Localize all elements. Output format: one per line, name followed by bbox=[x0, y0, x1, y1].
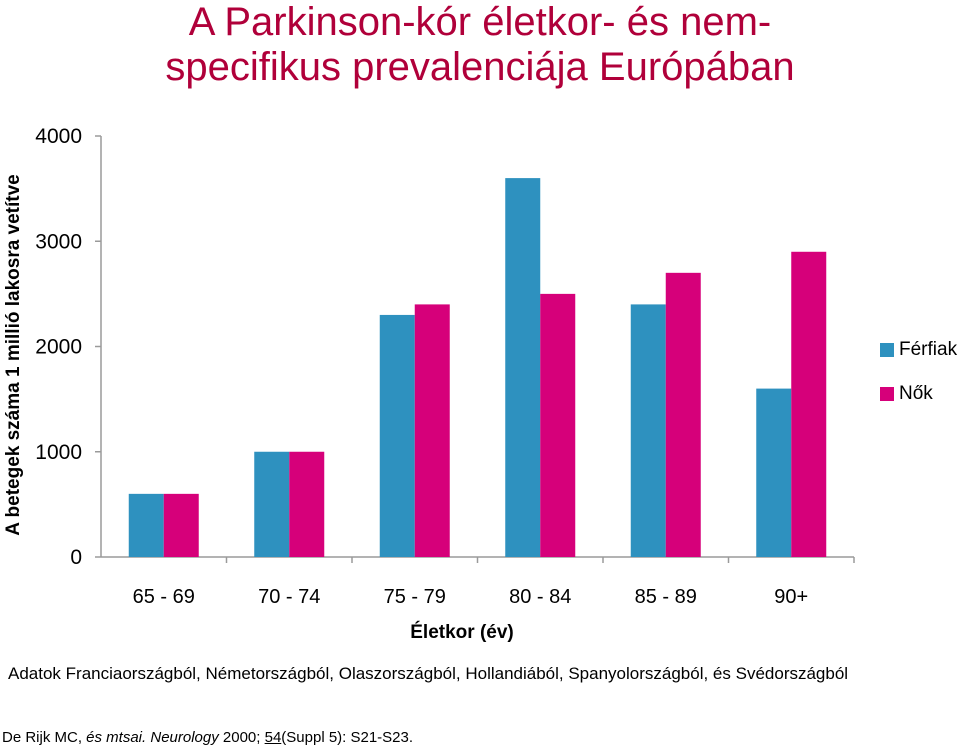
bar-nok bbox=[289, 451, 325, 557]
legend-swatch-nok bbox=[880, 387, 894, 401]
legend-item-nok: Nők bbox=[880, 382, 957, 406]
x-tick-label: 80 - 84 bbox=[509, 586, 571, 608]
y-tick-label: 1000 bbox=[35, 441, 82, 464]
x-tick-label: 75 - 79 bbox=[384, 586, 446, 608]
citation: De Rijk MC, és mtsai. Neurology 2000; 54… bbox=[2, 729, 413, 746]
bar-ferfiak bbox=[630, 304, 666, 557]
bar-chart: 0 1000 2000 3000 4000 65 - 69 70 - 74 75 - 79 80… bbox=[35, 125, 855, 608]
citation-authors: De Rijk MC, bbox=[2, 729, 87, 746]
legend-label-ferfiak: Férfiak bbox=[899, 339, 958, 360]
y-tick-label: 3000 bbox=[35, 230, 82, 253]
citation-year: 2000; bbox=[218, 729, 265, 746]
bar-nok bbox=[414, 304, 450, 557]
bar-nok bbox=[540, 293, 576, 557]
title-line-1: A Parkinson-kór életkor- és nem- bbox=[188, 0, 772, 44]
bar-ferfiak bbox=[756, 388, 792, 557]
x-tick-label: 85 - 89 bbox=[635, 586, 697, 608]
citation-etal: és mtsai. bbox=[86, 729, 147, 746]
bar-ferfiak bbox=[254, 451, 290, 557]
bar-ferfiak bbox=[505, 178, 541, 557]
x-tick-label: 65 - 69 bbox=[133, 586, 195, 608]
legend-swatch-ferfiak bbox=[880, 343, 894, 357]
bar-nok bbox=[791, 251, 827, 557]
chart-title: A Parkinson-kór életkor- és nem- specifi… bbox=[0, 0, 960, 90]
title-line-2: specifikus prevalenciája Európában bbox=[165, 45, 795, 89]
x-tick-label: 90+ bbox=[774, 586, 808, 608]
x-axis-label: Életkor (év) bbox=[410, 622, 514, 643]
bar-nok bbox=[163, 493, 199, 557]
legend-item-ferfiak: Férfiak bbox=[880, 338, 957, 362]
legend-label-nok: Nők bbox=[899, 383, 933, 404]
citation-journal: Neurology bbox=[150, 729, 219, 746]
x-tick-label: 70 - 74 bbox=[258, 586, 320, 608]
y-axis-label: A betegek száma 1 millió lakosra vetítve bbox=[3, 174, 24, 536]
bar-nok bbox=[665, 272, 701, 557]
legend: Férfiak Nők bbox=[880, 338, 957, 426]
citation-rest: (Suppl 5): S21-S23. bbox=[281, 729, 414, 746]
y-tick-label: 0 bbox=[70, 546, 82, 569]
bar-ferfiak bbox=[379, 314, 415, 557]
bar-ferfiak bbox=[128, 493, 164, 557]
y-tick-label: 4000 bbox=[35, 125, 82, 148]
citation-volume: 54 bbox=[264, 729, 282, 746]
data-source-note: Adatok Franciaországból, Németországból,… bbox=[8, 664, 849, 683]
y-tick-label: 2000 bbox=[35, 336, 82, 359]
